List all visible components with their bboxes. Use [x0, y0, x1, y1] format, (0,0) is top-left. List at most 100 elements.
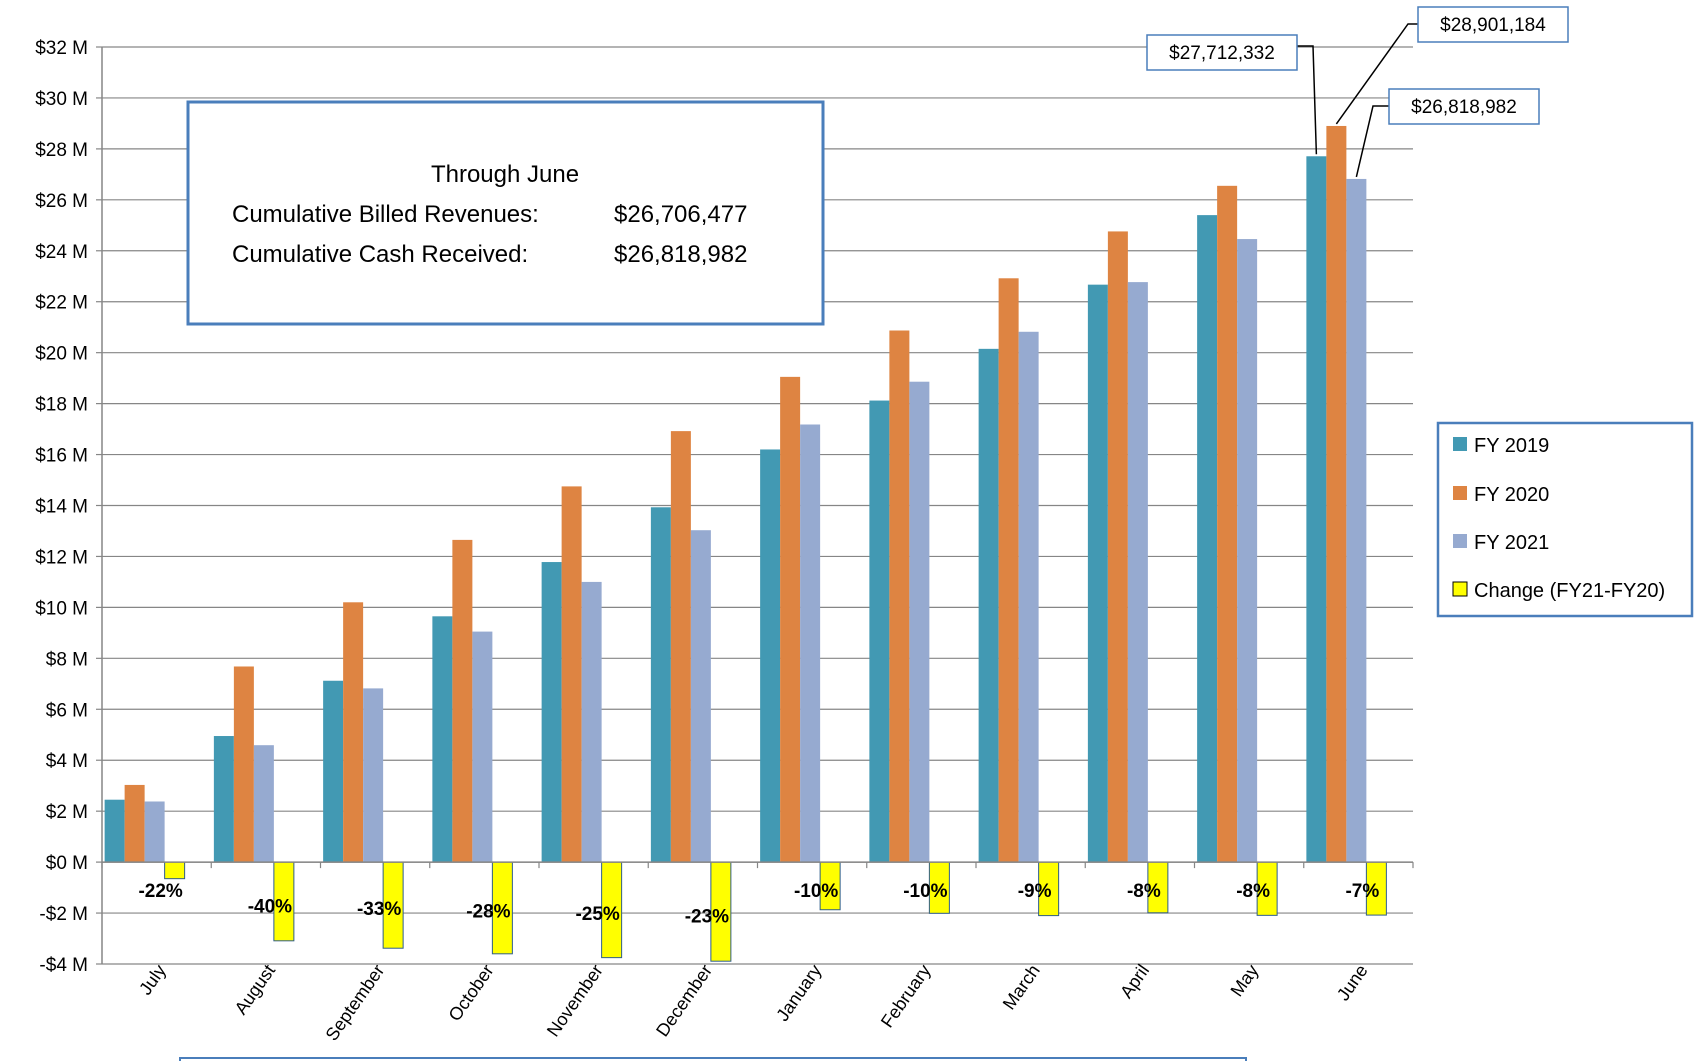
change-percent-label: -40%: [248, 896, 292, 917]
y-tick-label: $8 M: [46, 649, 88, 670]
legend-swatch-fy2019: [1453, 437, 1467, 451]
change-percent-label: -33%: [357, 899, 401, 920]
bar-fy2020: [124, 784, 145, 863]
callouts: $27,712,332 $28,901,184 $26,818,982: [1146, 6, 1569, 178]
x-tick-label: June: [1333, 961, 1372, 1004]
legend-frame: [1436, 421, 1694, 618]
x-tick-label: October: [445, 961, 498, 1025]
bar-fy2020: [452, 539, 473, 863]
bar-fy2020: [670, 431, 691, 863]
y-tick-label: $26 M: [35, 191, 88, 212]
y-tick-label: $0 M: [46, 853, 88, 874]
change-percent-label: -9%: [1018, 881, 1052, 902]
x-tick-label: November: [543, 961, 607, 1040]
bar-fy2019: [869, 400, 890, 863]
x-tick-label: March: [999, 961, 1044, 1013]
legend-label-change: Change (FY21-FY20): [1474, 580, 1665, 602]
y-tick-label: $14 M: [35, 497, 88, 518]
change-percent-label: -7%: [1345, 881, 1379, 902]
legend-label-fy2019: FY 2019: [1474, 435, 1549, 457]
change-percent-label: -8%: [1236, 881, 1270, 902]
y-tick-label: $30 M: [35, 89, 88, 110]
x-tick-label: February: [877, 961, 935, 1031]
legend-label-fy2020: FY 2020: [1474, 484, 1549, 506]
bar-fy2019: [1306, 156, 1327, 863]
change-percent-label: -25%: [575, 904, 619, 925]
y-tick-label: $4 M: [46, 751, 88, 772]
x-tick-label: July: [135, 961, 170, 999]
x-axis-ticks: July August September October November Decemb…: [135, 961, 1371, 1045]
bar-fy2021: [1237, 239, 1258, 863]
x-tick-label: January: [772, 961, 825, 1025]
y-tick-label: $6 M: [46, 700, 88, 721]
info-billed-label: Cumulative Billed Revenues:: [232, 201, 539, 228]
y-tick-label: $32 M: [35, 38, 88, 59]
callout-box: [1388, 88, 1540, 125]
callout-label: $28,901,184: [1440, 15, 1546, 36]
x-tick-label: May: [1227, 961, 1263, 1000]
y-tick-label: $16 M: [35, 446, 88, 467]
bottom-box-fragment: [179, 1057, 1247, 1061]
bar-fy2019: [323, 680, 344, 863]
change-percent-label: -28%: [466, 902, 510, 923]
legend: FY 2019 FY 2020 FY 2021 Change (FY21-FY2…: [1436, 421, 1694, 618]
legend-swatch-fy2021: [1453, 534, 1467, 548]
bar-fy2019: [213, 736, 234, 863]
bar-fy2021: [800, 424, 821, 863]
info-box-frame: [186, 100, 825, 326]
info-line-1: Through June: [431, 161, 579, 188]
bar-fy2020: [1326, 125, 1347, 863]
callout-leader: [1355, 105, 1389, 178]
bar-fy2020: [343, 602, 364, 863]
change-percent-label: -22%: [138, 881, 182, 902]
change-percent-label: -10%: [794, 881, 838, 902]
bar-fy2021: [1127, 282, 1148, 863]
y-tick-label: $24 M: [35, 242, 88, 263]
y-tick-label: -$4 M: [39, 955, 88, 976]
bar-fy2019: [978, 348, 999, 863]
bar-fy2021: [1346, 178, 1367, 863]
bar-fy2020: [1217, 185, 1238, 863]
bar-fy2020: [233, 666, 254, 863]
y-tick-label: $2 M: [46, 802, 88, 823]
legend-swatch-change: [1452, 581, 1468, 597]
y-tick-label: $22 M: [35, 293, 88, 314]
bar-fy2021: [581, 581, 602, 863]
info-cash-label: Cumulative Cash Received:: [232, 241, 528, 268]
change-percent-labels: -22% -40% -33% -28% -25% -23% -10% -10% -9% -8% -8…: [138, 881, 1379, 927]
y-tick-label: $12 M: [35, 547, 88, 568]
callout-box: [1417, 6, 1569, 43]
bar-fy2020: [561, 486, 582, 863]
y-tick-label: $10 M: [35, 598, 88, 619]
bars: [104, 125, 1387, 962]
bar-fy2019: [432, 616, 453, 863]
axes: [101, 47, 1414, 964]
info-box: Through June Cumulative Billed Revenues:…: [186, 100, 825, 326]
change-percent-label: -10%: [903, 881, 947, 902]
bar-fy2021: [253, 745, 274, 863]
bar-fy2019: [104, 799, 125, 863]
legend-label-fy2021: FY 2021: [1474, 532, 1549, 554]
callout-leader: [1297, 45, 1318, 155]
x-tick-label: September: [322, 961, 389, 1045]
bar-fy2020: [780, 376, 801, 863]
bar-fy2021: [363, 688, 384, 863]
bar-fy2020: [1107, 231, 1128, 863]
x-tick-label: April: [1116, 961, 1153, 1002]
bar-fy2021: [472, 631, 493, 863]
legend-swatch-fy2020: [1453, 486, 1467, 500]
x-tick-label: December: [652, 961, 716, 1040]
info-billed-value: $26,706,477: [614, 201, 747, 228]
bar-fy2019: [1087, 284, 1108, 863]
bar-fy2021: [909, 381, 930, 863]
bar-change: [164, 861, 186, 880]
bar-fy2019: [650, 507, 671, 863]
callout-label: $27,712,332: [1169, 43, 1275, 64]
x-tick-label: August: [231, 961, 280, 1018]
y-tick-label: -$2 M: [39, 904, 88, 925]
bar-fy2020: [998, 278, 1019, 863]
y-tick-label: $20 M: [35, 344, 88, 365]
y-tick-label: $18 M: [35, 395, 88, 416]
info-cash-value: $26,818,982: [614, 241, 747, 268]
bar-fy2019: [541, 562, 562, 863]
